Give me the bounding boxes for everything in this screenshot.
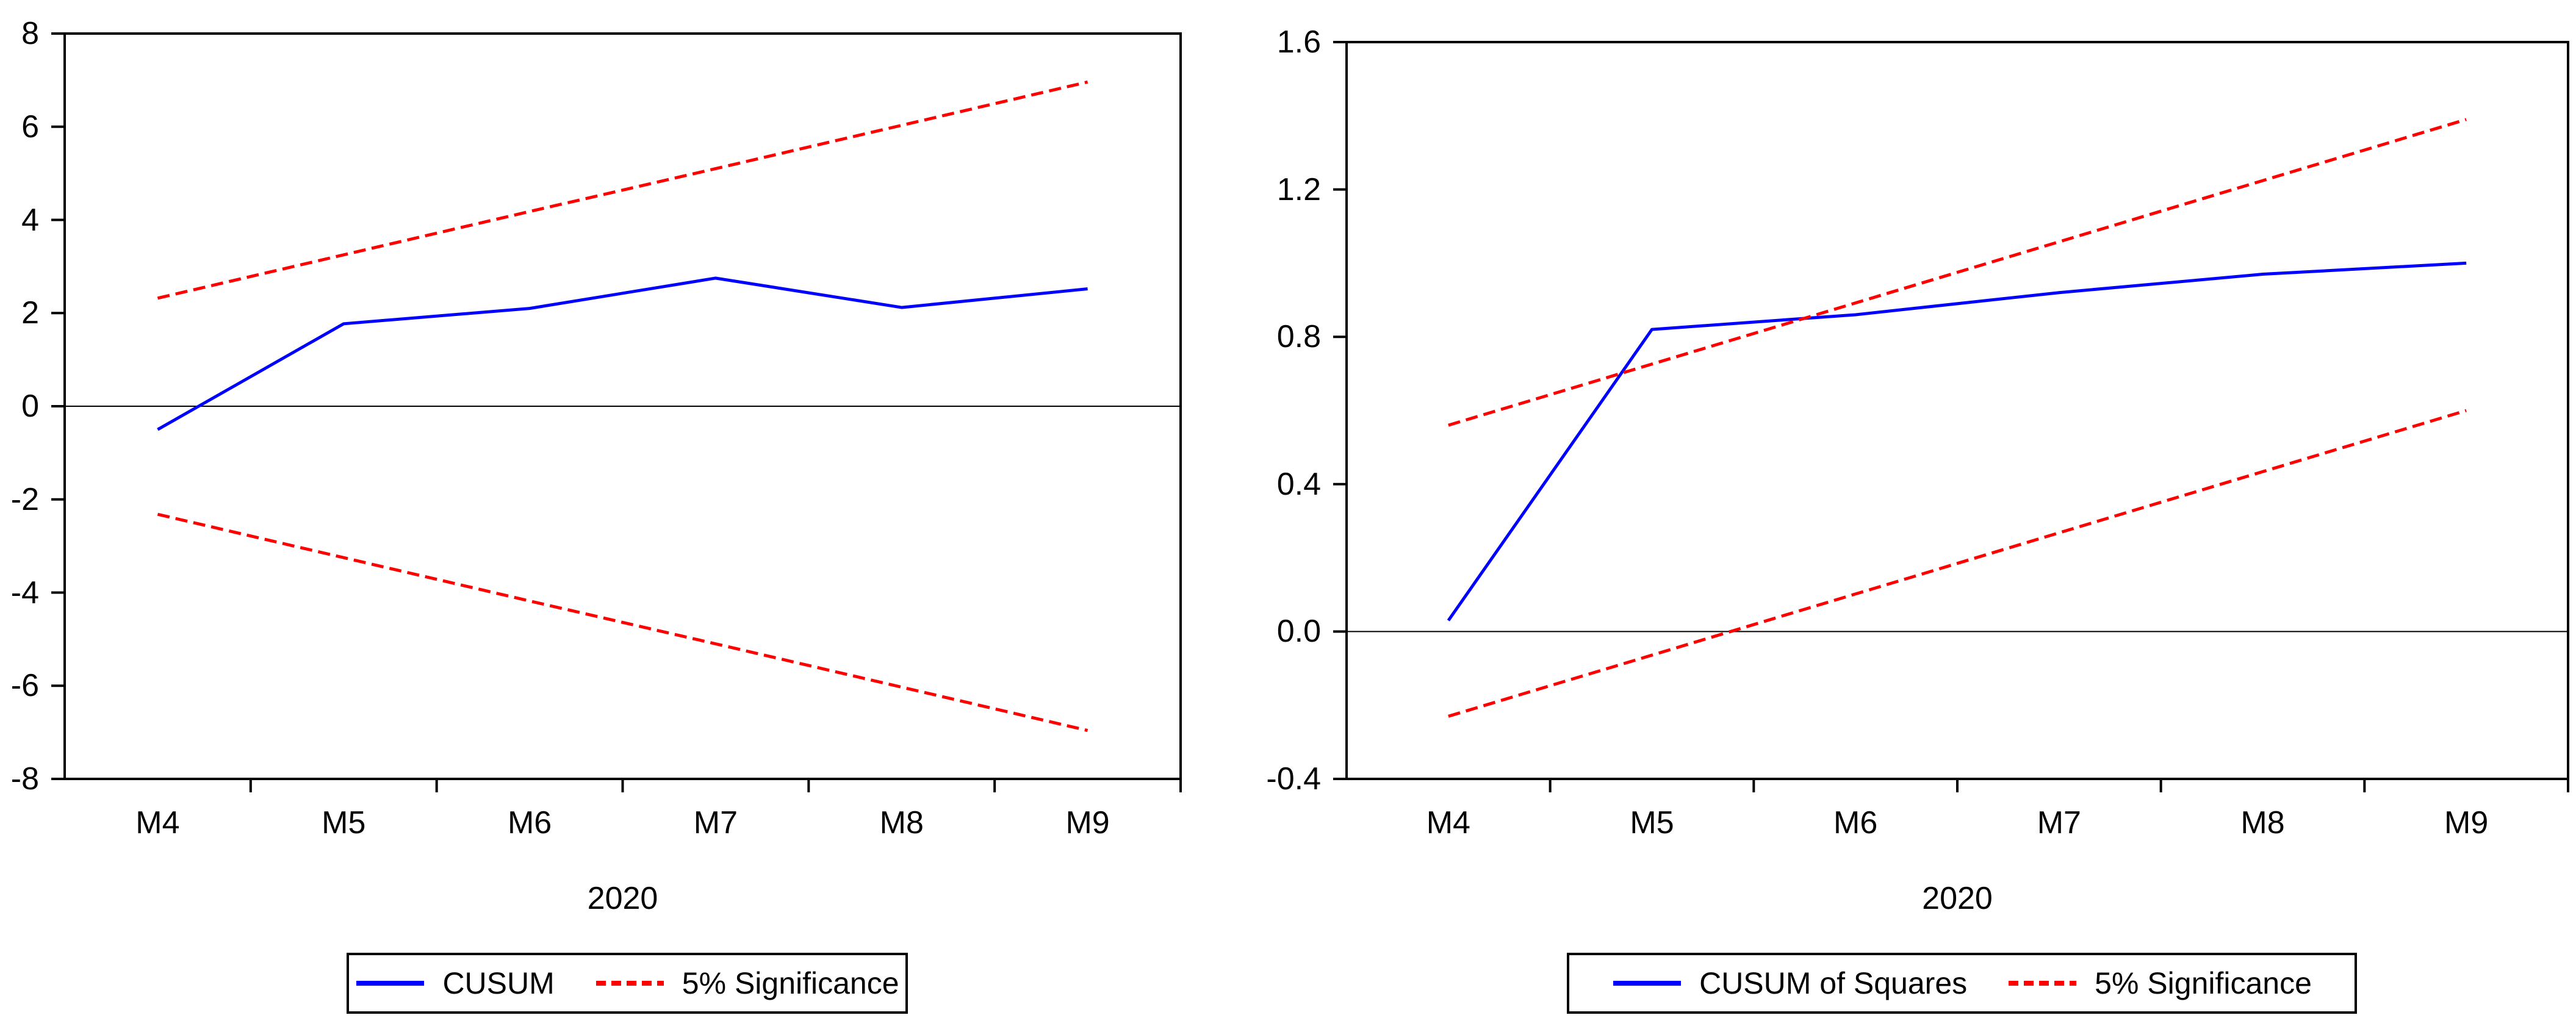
x-tick-label: M7 bbox=[2037, 805, 2081, 841]
y-tick-label: -8 bbox=[10, 761, 39, 797]
x-tick-label: M5 bbox=[322, 805, 366, 841]
x-tick-label: M8 bbox=[879, 805, 924, 841]
5-significance-upper-line bbox=[1448, 118, 2467, 427]
x-tick-label: M6 bbox=[1833, 805, 1878, 841]
y-tick-label: -4 bbox=[10, 575, 39, 611]
legend-label: 5% Significance bbox=[2095, 966, 2312, 1000]
x-axis-title: 2020 bbox=[1922, 881, 1993, 916]
y-tick-label: 6 bbox=[21, 109, 39, 145]
5-significance-lower-line bbox=[157, 512, 1088, 733]
y-tick-label: -0.4 bbox=[1266, 761, 1321, 797]
y-tick-label: 1.6 bbox=[1276, 24, 1321, 60]
x-tick-label: M7 bbox=[693, 805, 738, 841]
x-tick-label: M4 bbox=[135, 805, 180, 841]
y-tick-label: 0 bbox=[21, 389, 39, 424]
legend-box: CUSUM 5% Significance bbox=[347, 953, 908, 1014]
legend-label: CUSUM bbox=[442, 966, 555, 1000]
dashed-line-sample bbox=[595, 981, 664, 986]
cusum-line bbox=[157, 276, 1088, 431]
x-axis-title: 2020 bbox=[587, 881, 658, 916]
x-tick-label: M9 bbox=[2444, 805, 2489, 841]
y-tick-label: -2 bbox=[10, 481, 39, 517]
y-tick-label: 2 bbox=[21, 295, 39, 331]
y-tick-label: 0.4 bbox=[1276, 466, 1321, 502]
5-significance-upper-line bbox=[157, 80, 1088, 300]
y-tick-label: 1.2 bbox=[1276, 171, 1321, 207]
cusum-of-squares-line bbox=[1447, 261, 2467, 622]
y-tick-label: -6 bbox=[10, 668, 39, 704]
solid-line-sample bbox=[1613, 981, 1682, 986]
legend-label: 5% Significance bbox=[682, 966, 899, 1000]
solid-line-sample bbox=[356, 981, 425, 986]
x-tick-label: M8 bbox=[2240, 805, 2285, 841]
5-significance-lower-line bbox=[1448, 409, 2467, 718]
x-tick-label: M6 bbox=[507, 805, 552, 841]
legend-label: CUSUM of Squares bbox=[1699, 966, 1968, 1000]
y-tick-label: 0.8 bbox=[1276, 319, 1321, 355]
y-tick-label: 4 bbox=[21, 202, 39, 238]
x-tick-label: M9 bbox=[1065, 805, 1110, 841]
y-tick-label: 8 bbox=[21, 16, 39, 51]
x-tick-label: M4 bbox=[1426, 805, 1470, 841]
dashed-line-sample bbox=[2009, 981, 2077, 986]
legend-box: CUSUM of Squares 5% Significance bbox=[1567, 953, 2357, 1014]
y-tick-label: 0.0 bbox=[1276, 614, 1321, 650]
x-tick-label: M5 bbox=[1630, 805, 1674, 841]
